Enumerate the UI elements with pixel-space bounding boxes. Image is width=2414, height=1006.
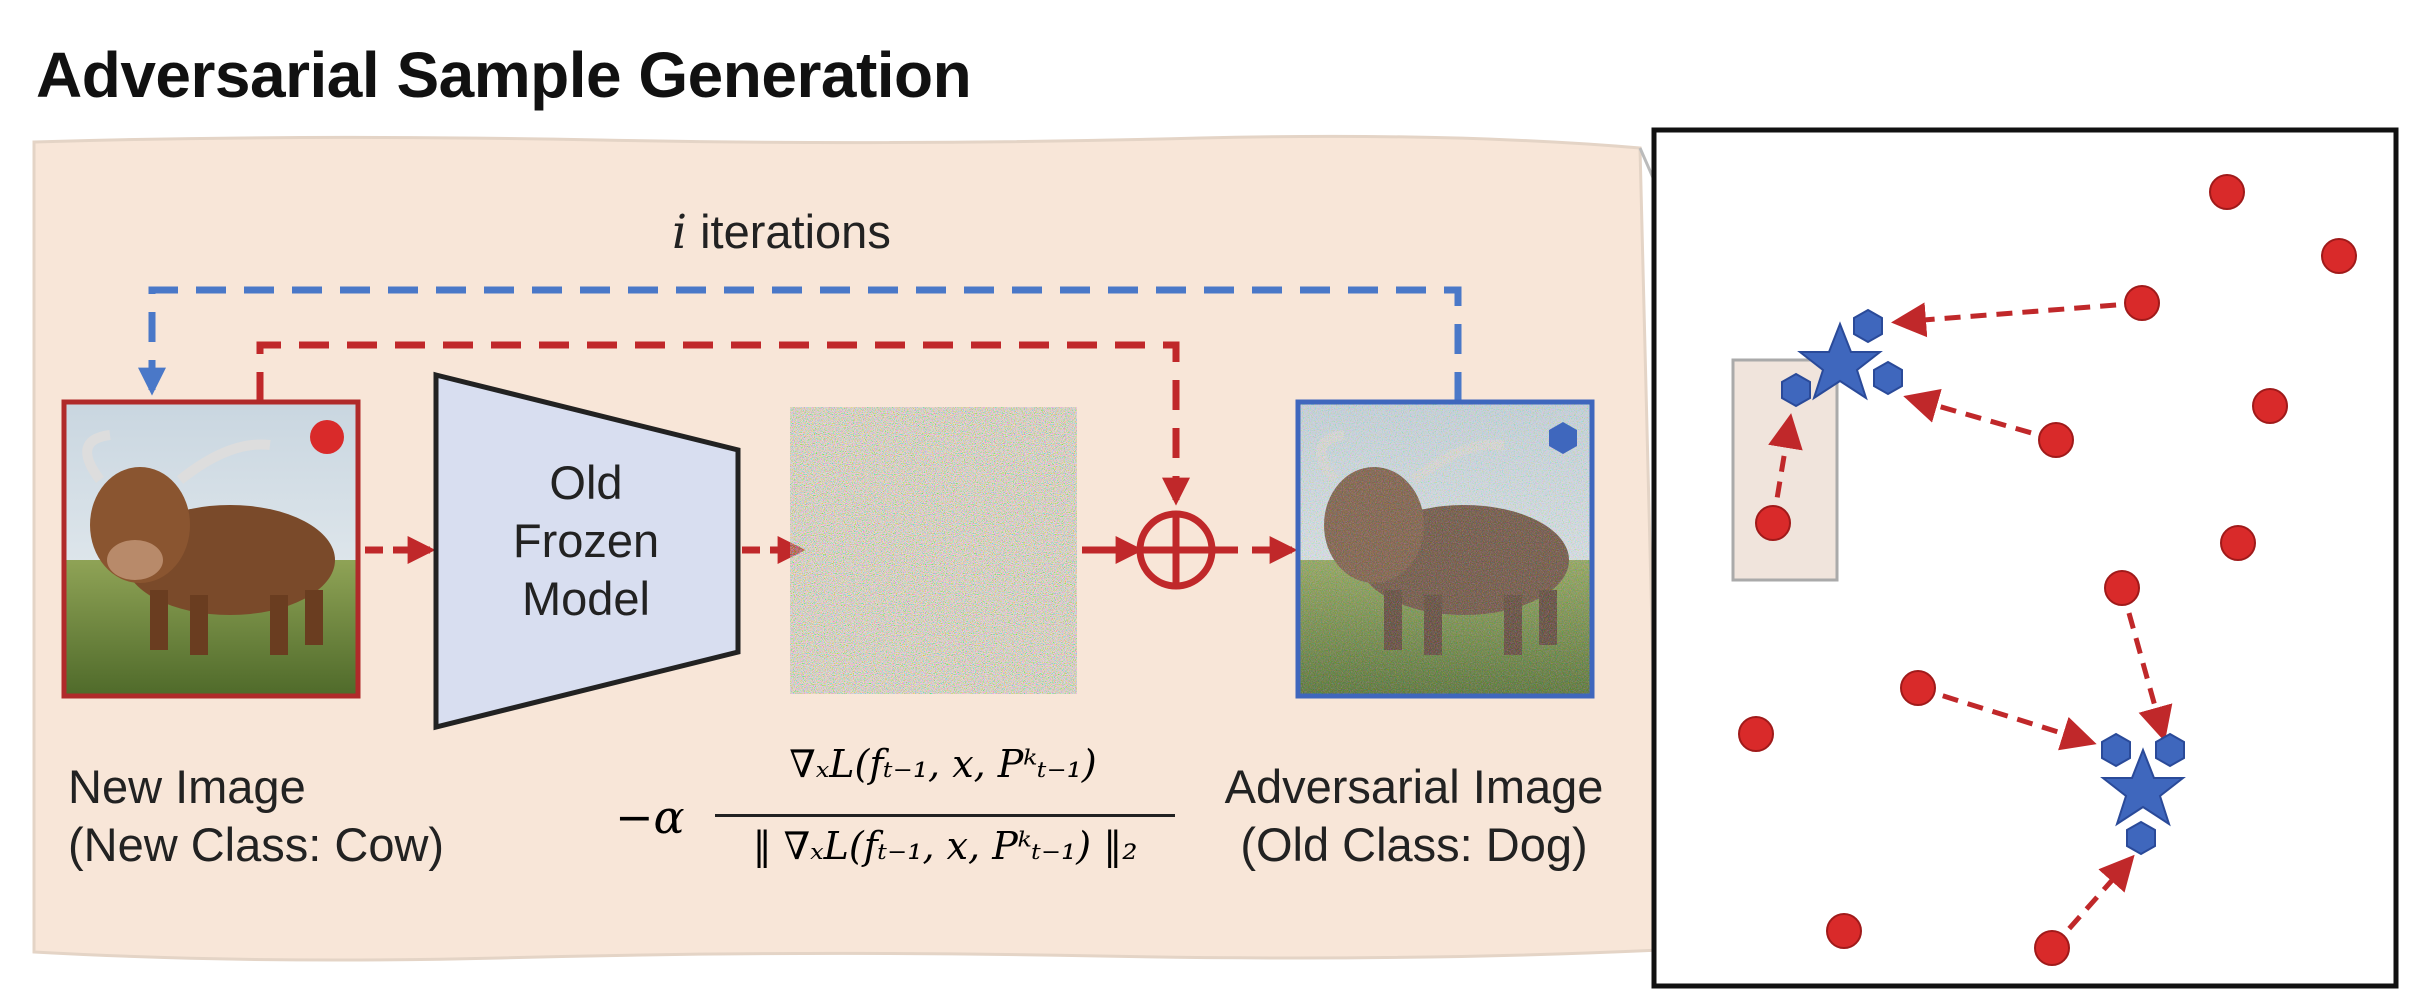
- gradient-noise-image: [790, 407, 1077, 694]
- adversarial-image-caption: Adversarial Image (Old Class: Dog): [1186, 758, 1642, 874]
- adversarial-caption-line1: Adversarial Image: [1224, 760, 1604, 813]
- formula-fraction-bar: [715, 814, 1175, 817]
- add-operator-icon: [1136, 510, 1216, 590]
- new-image-caption-line1: New Image: [68, 760, 306, 813]
- class-cluster-bottom: [2100, 732, 2186, 856]
- class-center-star-icon: [1797, 321, 1883, 401]
- class-cluster-top: [1781, 308, 1903, 408]
- class-center-star-icon: [2100, 747, 2186, 827]
- adversarial-caption-line2: (Old Class: Dog): [1240, 818, 1588, 871]
- adversarial-marker-icon: [1549, 422, 1577, 454]
- iterations-text: iterations: [700, 205, 891, 258]
- model-label-line3: Model: [521, 572, 650, 625]
- old-class-marker-icon: [310, 420, 344, 454]
- new-image-cow: [61, 399, 361, 699]
- gradient-formula: −α ∇ₓL(fₜ₋₁, x, Pᵏₜ₋₁) ‖ ∇ₓL(fₜ₋₁, x, Pᵏ…: [615, 738, 1175, 908]
- old-frozen-model: [433, 371, 741, 731]
- iterations-label: i iterations: [672, 204, 891, 260]
- formula-prefix: −α: [615, 790, 685, 844]
- skip-connection-arrow: [256, 341, 1190, 506]
- adversarial-image: [1295, 399, 1595, 699]
- formula-numerator: ∇ₓL(fₜ₋₁, x, Pᵏₜ₋₁): [789, 742, 1097, 786]
- new-image-caption: New Image (New Class: Cow): [68, 758, 444, 874]
- iterations-variable: i: [672, 205, 688, 260]
- iteration-loop-arrow: [138, 286, 1462, 402]
- page-title: Adversarial Sample Generation: [36, 39, 972, 111]
- model-label-line2: Frozen: [512, 514, 660, 567]
- model-label-line1: Old: [549, 456, 623, 509]
- feature-space-panel: [1651, 127, 2399, 989]
- formula-denominator: ‖ ∇ₓL(fₜ₋₁, x, Pᵏₜ₋₁) ‖₂: [752, 824, 1138, 868]
- model-label: Old Frozen Model: [476, 454, 696, 628]
- new-image-caption-line2: (New Class: Cow): [68, 818, 445, 871]
